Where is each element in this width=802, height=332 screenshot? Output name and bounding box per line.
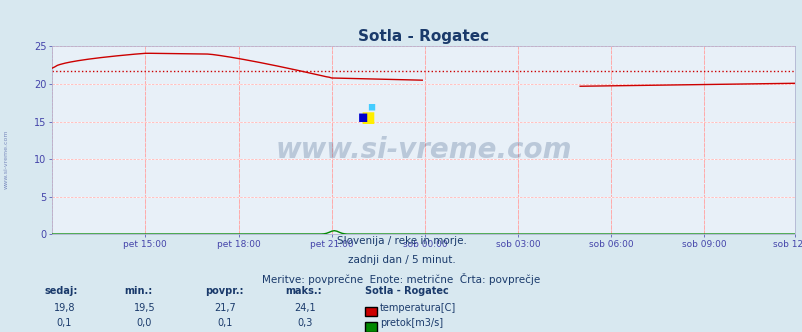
Text: 24,1: 24,1 bbox=[294, 303, 315, 313]
Text: ◼: ◼ bbox=[367, 102, 375, 112]
Text: maks.:: maks.: bbox=[285, 286, 322, 296]
Text: povpr.:: povpr.: bbox=[205, 286, 243, 296]
Text: min.:: min.: bbox=[124, 286, 152, 296]
Text: 19,5: 19,5 bbox=[134, 303, 155, 313]
Text: Slovenija / reke in morje.: Slovenija / reke in morje. bbox=[336, 236, 466, 246]
Text: 0,0: 0,0 bbox=[136, 318, 152, 328]
Text: zadnji dan / 5 minut.: zadnji dan / 5 minut. bbox=[347, 255, 455, 265]
Text: Sotla - Rogatec: Sotla - Rogatec bbox=[365, 286, 448, 296]
Text: 0,1: 0,1 bbox=[217, 318, 233, 328]
Text: temperatura[C]: temperatura[C] bbox=[379, 303, 456, 313]
Text: sedaj:: sedaj: bbox=[44, 286, 78, 296]
Text: 0,3: 0,3 bbox=[297, 318, 313, 328]
Text: pretok[m3/s]: pretok[m3/s] bbox=[379, 318, 443, 328]
Text: ◼: ◼ bbox=[357, 111, 367, 124]
Text: www.si-vreme.com: www.si-vreme.com bbox=[275, 136, 571, 164]
Text: ◼: ◼ bbox=[360, 109, 375, 127]
Text: 19,8: 19,8 bbox=[54, 303, 75, 313]
Title: Sotla - Rogatec: Sotla - Rogatec bbox=[358, 29, 488, 44]
Text: 0,1: 0,1 bbox=[56, 318, 72, 328]
Text: Meritve: povprečne  Enote: metrične  Črta: povprečje: Meritve: povprečne Enote: metrične Črta:… bbox=[262, 273, 540, 285]
Text: 21,7: 21,7 bbox=[213, 303, 236, 313]
Text: www.si-vreme.com: www.si-vreme.com bbox=[4, 129, 9, 189]
